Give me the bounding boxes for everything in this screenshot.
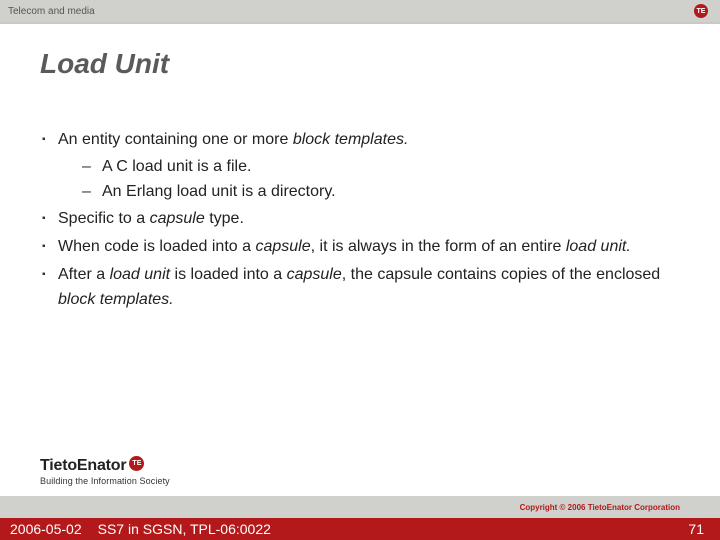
bullet-3: When code is loaded into a capsule, it i… xyxy=(40,235,680,260)
header-category: Telecom and media xyxy=(8,6,95,17)
bullet-4: After a load unit is loaded into a capsu… xyxy=(40,263,680,313)
sub-bullet: An Erlang load unit is a directory. xyxy=(82,180,680,205)
brand-row: TietoEnator TE xyxy=(40,457,170,475)
text: is loaded into a xyxy=(170,266,287,283)
text-italic: load unit. xyxy=(566,238,631,255)
page-number: 71 xyxy=(688,521,704,537)
text: , the capsule contains copies of the enc… xyxy=(342,266,660,283)
bullet-2: Specific to a capsule type. xyxy=(40,207,680,232)
footer-red-bar: 2006-05-02 SS7 in SGSN, TPL-06:0022 71 xyxy=(0,518,720,540)
text: Specific to a xyxy=(58,210,150,227)
text-italic: capsule xyxy=(150,210,205,227)
header-bar: Telecom and media TE xyxy=(0,0,720,22)
sub-list: A C load unit is a file. An Erlang load … xyxy=(82,155,680,205)
text: type. xyxy=(205,210,244,227)
bullet-1: An entity containing one or more block t… xyxy=(40,128,680,204)
footer-doc: SS7 in SGSN, TPL-06:0022 xyxy=(82,521,271,537)
text-italic: block templates. xyxy=(58,291,174,308)
text-italic: capsule xyxy=(287,266,342,283)
brand-name: TietoEnator xyxy=(40,457,126,475)
sub-bullet: A C load unit is a file. xyxy=(82,155,680,180)
text: After a xyxy=(58,266,110,283)
text: An entity containing one or more xyxy=(58,131,293,148)
footer-date: 2006-05-02 xyxy=(0,521,82,537)
brand-logo-icon: TE xyxy=(129,456,144,471)
logo-icon: TE xyxy=(694,4,708,18)
slide: Telecom and media TE Load Unit An entity… xyxy=(0,0,720,540)
slide-title: Load Unit xyxy=(40,48,680,80)
text-italic: block templates. xyxy=(293,131,409,148)
bullet-list: An entity containing one or more block t… xyxy=(40,128,680,313)
text: , it is always in the form of an entire xyxy=(311,238,566,255)
text: When code is loaded into a xyxy=(58,238,255,255)
text-italic: capsule xyxy=(255,238,310,255)
footer-grey-bar: Copyright © 2006 TietoEnator Corporation xyxy=(0,496,720,518)
brand-block: TietoEnator TE Building the Information … xyxy=(40,457,170,486)
brand-tagline: Building the Information Society xyxy=(40,476,170,486)
copyright-text: Copyright © 2006 TietoEnator Corporation xyxy=(520,503,680,512)
text-italic: load unit xyxy=(110,266,171,283)
